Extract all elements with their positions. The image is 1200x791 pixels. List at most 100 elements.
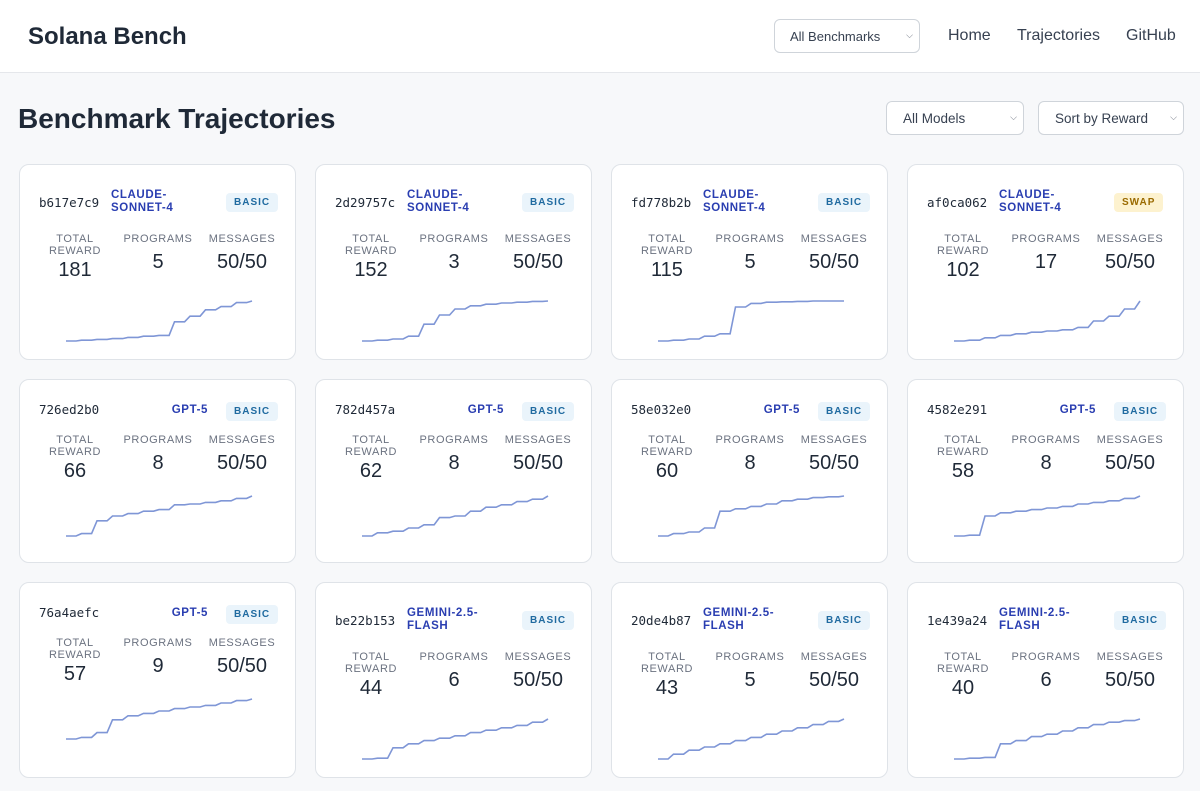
stat-label-reward: REWARD <box>344 663 398 675</box>
total-reward-value: 43 <box>655 677 679 699</box>
sparkline-path <box>658 718 845 760</box>
programs-value: 6 <box>448 669 460 691</box>
stat-label-messages: MESSAGES <box>800 434 868 446</box>
stat-total-reward: TOTAL REWARD 60 <box>639 434 695 483</box>
total-reward-value: 40 <box>951 677 975 699</box>
messages-value: 50/50 <box>512 251 564 273</box>
programs-value: 5 <box>744 251 756 273</box>
trajectory-card[interactable]: 4582e291 GPT-5 BASIC TOTAL REWARD 58 PROGRAMS 8… <box>907 379 1184 563</box>
total-reward-value: 57 <box>63 663 87 685</box>
model-name: GPT-5 <box>171 404 208 416</box>
sparkline-path <box>954 718 1141 760</box>
stat-label-reward: REWARD <box>344 245 398 257</box>
stat-messages: MESSAGES 50/50 <box>1094 651 1166 692</box>
programs-value: 8 <box>744 452 756 474</box>
trajectory-id: 782d457a <box>335 402 396 417</box>
model-name: CLAUDE-SONNET-4 <box>999 189 1062 214</box>
trajectory-card[interactable]: be22b153 GEMINI-2.5-FLASH BASIC TOTAL REWARD… <box>315 582 592 778</box>
chevron-down-icon: ⌵ <box>1170 112 1177 122</box>
stat-label-total: TOTAL <box>56 434 94 446</box>
total-reward-value: 44 <box>359 677 383 699</box>
programs-value: 9 <box>152 655 164 677</box>
trajectory-card[interactable]: b617e7c9 CLAUDE-SONNET-4 BASIC TOTAL REWARD 1… <box>19 164 296 360</box>
nav-link-trajectories[interactable]: Trajectories <box>1017 27 1100 44</box>
type-badge: BASIC <box>1114 402 1167 421</box>
trajectory-card[interactable]: 76a4aefc GPT-5 BASIC TOTAL REWARD 57 PROGRAMS 9… <box>19 582 296 778</box>
model-name: CLAUDE-SONNET-4 <box>111 189 174 214</box>
model-name: GEMINI-2.5-FLASH <box>999 607 1071 632</box>
stat-label-reward: REWARD <box>48 245 102 257</box>
sparkline-path <box>362 300 549 342</box>
trajectory-card[interactable]: 782d457a GPT-5 BASIC TOTAL REWARD 62 PROGRAMS 8… <box>315 379 592 563</box>
stat-programs: PROGRAMS 8 <box>714 434 786 475</box>
brand-title[interactable]: Solana Bench <box>28 23 187 50</box>
stat-label-programs: PROGRAMS <box>419 233 489 245</box>
reward-sparkline <box>954 718 1141 760</box>
stat-programs: PROGRAMS 8 <box>418 434 490 475</box>
model-filter-select[interactable]: All Models ⌵ <box>886 101 1024 135</box>
reward-sparkline <box>658 300 844 342</box>
model-name: CLAUDE-SONNET-4 <box>703 189 766 214</box>
stat-total-reward: TOTAL REWARD 115 <box>639 233 695 282</box>
messages-value: 50/50 <box>1104 452 1156 474</box>
stat-label-reward: REWARD <box>48 446 102 458</box>
sparkline-path <box>658 300 844 342</box>
type-badge: BASIC <box>522 402 575 421</box>
stat-total-reward: TOTAL REWARD 181 <box>47 233 103 282</box>
stat-label-reward: REWARD <box>48 649 102 661</box>
stat-label-messages: MESSAGES <box>208 233 276 245</box>
model-name: CLAUDE-SONNET-4 <box>407 189 470 214</box>
sparkline-path <box>362 718 549 760</box>
trajectory-card[interactable]: af0ca062 CLAUDE-SONNET-4 SWAP TOTAL REWARD 10… <box>907 164 1184 360</box>
total-reward-value: 181 <box>58 259 92 281</box>
stat-label-reward: REWARD <box>640 663 694 675</box>
sparkline-path <box>954 495 1141 537</box>
trajectory-card[interactable]: 58e032e0 GPT-5 BASIC TOTAL REWARD 60 PROGRAMS 8… <box>611 379 888 563</box>
type-badge: BASIC <box>226 402 279 421</box>
sparkline-path <box>658 495 845 537</box>
stat-label-programs: PROGRAMS <box>715 651 785 663</box>
stat-label-reward: REWARD <box>640 446 694 458</box>
total-reward-value: 115 <box>651 259 683 281</box>
trajectory-card[interactable]: 20de4b87 GEMINI-2.5-FLASH BASIC TOTAL REWARD… <box>611 582 888 778</box>
nav-link-home[interactable]: Home <box>948 27 991 44</box>
type-badge: BASIC <box>522 193 575 212</box>
trajectory-card[interactable]: 2d29757c CLAUDE-SONNET-4 BASIC TOTAL REWARD 1… <box>315 164 592 360</box>
reward-sparkline <box>362 718 549 760</box>
stat-label-programs: PROGRAMS <box>123 233 193 245</box>
stat-label-total: TOTAL <box>352 233 390 245</box>
trajectory-card[interactable]: fd778b2b CLAUDE-SONNET-4 BASIC TOTAL REWARD 1… <box>611 164 888 360</box>
type-badge: BASIC <box>818 611 871 630</box>
programs-value: 17 <box>1034 251 1058 273</box>
stat-label-reward: REWARD <box>936 245 990 257</box>
stat-programs: PROGRAMS 6 <box>418 651 490 692</box>
stat-label-programs: PROGRAMS <box>715 434 785 446</box>
type-badge: SWAP <box>1114 193 1164 212</box>
reward-sparkline <box>658 495 845 537</box>
page-title: Benchmark Trajectories <box>18 103 336 134</box>
messages-value: 50/50 <box>1104 251 1156 273</box>
stat-label-total: TOTAL <box>352 651 390 663</box>
trajectory-card[interactable]: 1e439a24 GEMINI-2.5-FLASH BASIC TOTAL REWARD… <box>907 582 1184 778</box>
model-name: GPT-5 <box>171 607 208 619</box>
programs-value: 6 <box>1040 669 1052 691</box>
total-reward-value: 152 <box>354 259 388 281</box>
benchmark-select[interactable]: All Benchmarks ⌵ <box>774 19 920 53</box>
stat-label-messages: MESSAGES <box>504 651 572 663</box>
total-reward-value: 102 <box>946 259 980 281</box>
sort-select[interactable]: Sort by Reward ⌵ <box>1038 101 1184 135</box>
trajectory-id: 4582e291 <box>927 402 988 417</box>
stat-messages: MESSAGES 50/50 <box>206 637 278 678</box>
trajectory-id: 1e439a24 <box>927 613 988 628</box>
stat-label-reward: REWARD <box>936 446 990 458</box>
stat-label-messages: MESSAGES <box>504 233 572 245</box>
type-badge: BASIC <box>818 193 871 212</box>
nav-link-github[interactable]: GitHub <box>1126 27 1176 44</box>
stat-label-programs: PROGRAMS <box>419 434 489 446</box>
programs-value: 8 <box>152 452 164 474</box>
sparkline-path <box>66 698 253 740</box>
model-name: GPT-5 <box>1059 404 1096 416</box>
stat-total-reward: TOTAL REWARD 62 <box>343 434 399 483</box>
trajectory-card[interactable]: 726ed2b0 GPT-5 BASIC TOTAL REWARD 66 PROGRAMS 8… <box>19 379 296 563</box>
stat-label-total: TOTAL <box>56 233 94 245</box>
